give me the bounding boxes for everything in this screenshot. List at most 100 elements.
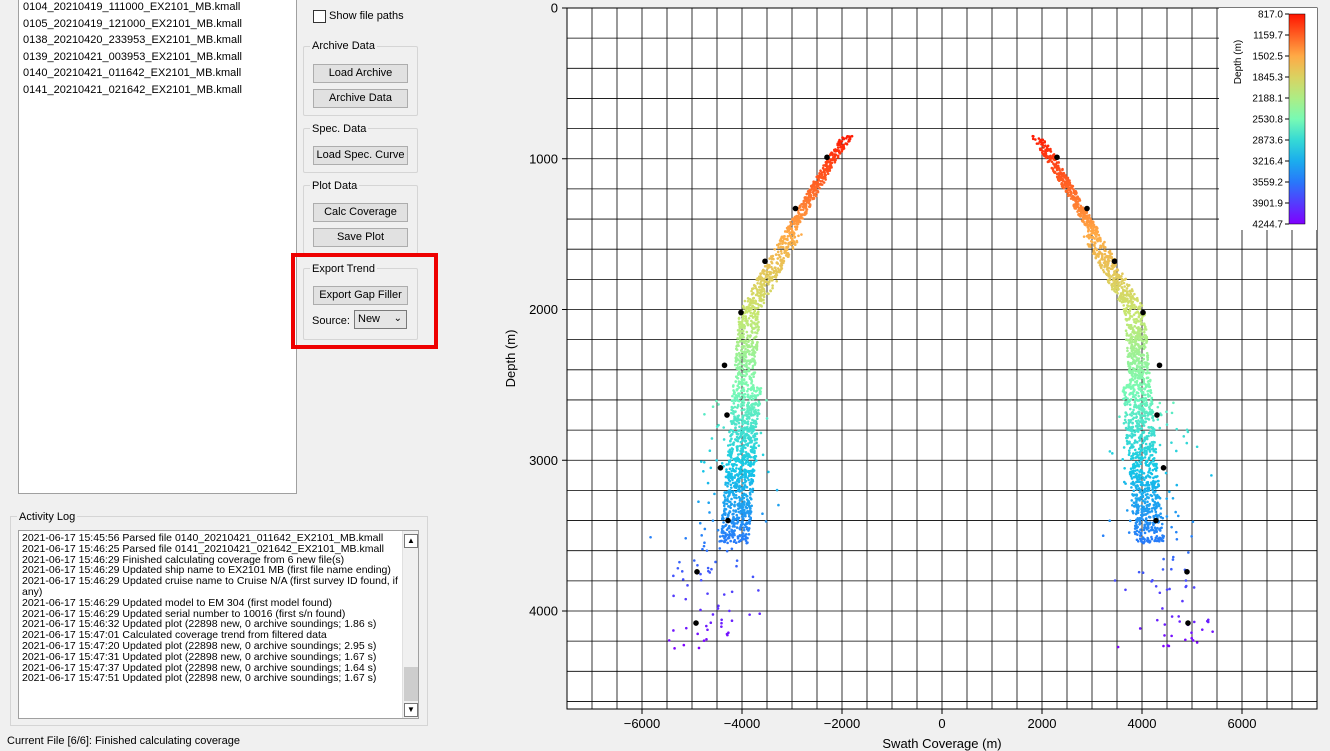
sounding-point: [799, 215, 802, 219]
sounding-point: [728, 500, 731, 504]
sounding-point: [1137, 419, 1140, 422]
sounding-point: [779, 249, 783, 253]
sounding-point: [1103, 246, 1107, 249]
sounding-point: [735, 463, 738, 467]
sounding-point: [1110, 255, 1113, 259]
sounding-point: [1136, 468, 1139, 472]
file-list-item[interactable]: 0141_20210421_021642_EX2101_MB.kmall: [23, 83, 242, 96]
sounding-point: [1113, 579, 1117, 582]
sounding-point: [1151, 416, 1154, 419]
sounding-point: [710, 437, 714, 440]
sounding-point: [1088, 215, 1091, 219]
sounding-point: [1195, 641, 1199, 644]
file-list-item[interactable]: 0104_20210419_111000_EX2101_MB.kmall: [23, 1, 241, 13]
load-archive-button[interactable]: Load Archive: [313, 64, 408, 83]
sounding-point: [1117, 273, 1121, 277]
file-list-item[interactable]: 0139_20210421_003953_EX2101_MB.kmall: [23, 50, 242, 63]
sounding-point: [1144, 442, 1148, 446]
export-trend-title: Export Trend: [310, 263, 377, 276]
sounding-point: [793, 241, 796, 245]
sounding-point: [735, 406, 739, 409]
sounding-point: [754, 455, 758, 458]
sounding-point: [734, 393, 738, 397]
sounding-point: [1043, 144, 1047, 147]
y-tick-label: 1000: [529, 151, 558, 166]
sounding-point: [1129, 307, 1133, 310]
sounding-point: [1145, 526, 1149, 530]
sounding-point: [733, 399, 737, 403]
file-list-item[interactable]: 0105_20210419_121000_EX2101_MB.kmall: [23, 17, 242, 30]
sounding-point: [1041, 143, 1045, 147]
sounding-point: [737, 380, 741, 383]
sounding-point: [1160, 526, 1163, 530]
sounding-point: [1154, 497, 1158, 500]
sounding-point: [739, 396, 742, 399]
sounding-point: [1135, 359, 1138, 363]
sounding-point: [1152, 448, 1156, 452]
calc-coverage-button[interactable]: Calc Coverage: [313, 203, 408, 222]
sounding-point: [736, 399, 740, 402]
sounding-point: [736, 373, 740, 376]
show-file-paths-checkbox[interactable]: [313, 10, 326, 23]
sounding-point: [744, 474, 748, 478]
sounding-point: [743, 469, 746, 473]
export-trend-group: Export Trend Export Gap Filler Source:: [303, 263, 418, 340]
sounding-point: [765, 264, 769, 268]
sounding-point: [738, 444, 742, 448]
sounding-point: [1172, 401, 1175, 405]
sounding-point: [1135, 480, 1138, 484]
archive-data-button[interactable]: Archive Data: [313, 89, 408, 108]
file-list[interactable]: 0104_20210419_111000_EX2101_MB.kmall 0105…: [18, 0, 297, 494]
sounding-point: [1144, 397, 1147, 400]
sounding-point: [1137, 456, 1141, 460]
sounding-point: [776, 270, 780, 274]
scroll-up-icon[interactable]: ▲: [404, 534, 418, 548]
sounding-point: [678, 560, 681, 564]
sounding-point: [834, 158, 837, 162]
sounding-point: [1162, 644, 1165, 648]
sounding-point: [1139, 532, 1143, 535]
sounding-point: [742, 455, 746, 459]
sounding-point: [816, 190, 820, 194]
sounding-point: [728, 467, 732, 471]
sounding-point: [1129, 457, 1133, 461]
sounding-point: [1130, 336, 1134, 339]
file-list-item[interactable]: 0140_20210421_011642_EX2101_MB.kmall: [23, 67, 242, 79]
sounding-point: [731, 490, 735, 493]
sounding-point: [738, 359, 741, 362]
file-list-item[interactable]: 0138_20210420_233953_EX2101_MB.kmall: [23, 34, 242, 46]
sounding-point: [1133, 527, 1137, 530]
sounding-point: [1072, 195, 1075, 199]
scroll-thumb[interactable]: [404, 667, 418, 701]
save-plot-button[interactable]: Save Plot: [313, 228, 408, 247]
log-scrollbar[interactable]: ▲ ▼: [402, 531, 418, 718]
sounding-point: [804, 196, 808, 199]
sounding-point: [735, 344, 738, 348]
sounding-point: [795, 214, 798, 218]
sounding-point: [746, 334, 750, 337]
sounding-point: [1136, 357, 1140, 361]
sounding-point: [1133, 318, 1137, 321]
activity-log[interactable]: 2021-06-17 15:45:56 Parsed file 0140_202…: [18, 530, 419, 719]
sounding-point: [1132, 445, 1135, 449]
source-select[interactable]: New ⌄: [354, 310, 407, 329]
sounding-point: [715, 399, 718, 403]
sounding-point: [1143, 500, 1146, 504]
sounding-point: [747, 474, 751, 478]
load-spec-curve-button[interactable]: Load Spec. Curve: [313, 146, 408, 165]
sounding-point: [1123, 418, 1127, 422]
sounding-point: [1132, 348, 1135, 352]
sounding-point: [735, 559, 739, 562]
sounding-point: [751, 387, 754, 391]
sounding-point: [794, 225, 798, 229]
export-gap-filler-button[interactable]: Export Gap Filler: [313, 286, 408, 305]
sounding-point: [789, 240, 792, 244]
sounding-point: [1156, 495, 1159, 499]
sounding-point: [751, 331, 754, 334]
sounding-point: [1158, 426, 1162, 430]
sounding-point: [1136, 516, 1140, 520]
scroll-down-icon[interactable]: ▼: [404, 703, 418, 717]
sounding-point: [1138, 460, 1141, 463]
sounding-point: [741, 439, 744, 442]
sounding-point: [749, 516, 752, 520]
